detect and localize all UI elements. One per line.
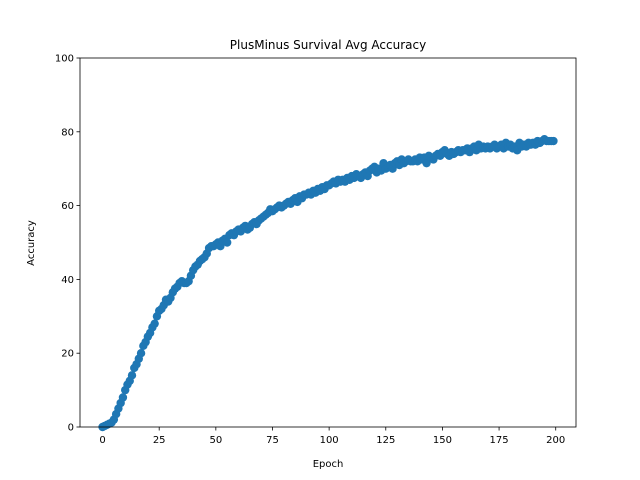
x-tick-label: 150 bbox=[433, 435, 452, 446]
y-tick-label: 80 bbox=[61, 127, 74, 138]
x-tick-label: 75 bbox=[266, 435, 279, 446]
x-tick-label: 0 bbox=[99, 435, 105, 446]
point bbox=[422, 158, 431, 168]
y-axis-label: Accuracy bbox=[26, 220, 37, 266]
x-tick-label: 100 bbox=[320, 435, 339, 446]
y-tick-label: 0 bbox=[68, 423, 74, 434]
point bbox=[127, 371, 137, 380]
x-axis-label: Epoch bbox=[313, 459, 344, 470]
point bbox=[118, 393, 128, 402]
point bbox=[136, 349, 146, 358]
point bbox=[150, 319, 159, 328]
y-tick-label: 100 bbox=[55, 54, 74, 65]
y-tick-label: 20 bbox=[61, 349, 74, 360]
point bbox=[222, 238, 232, 247]
chart-title: PlusMinus Survival Avg Accuracy bbox=[230, 38, 426, 52]
y-tick-label: 60 bbox=[61, 201, 74, 212]
y-tick-label: 40 bbox=[61, 275, 74, 286]
x-tick-label: 125 bbox=[376, 435, 395, 446]
point bbox=[549, 136, 558, 146]
x-tick-label: 25 bbox=[153, 435, 166, 446]
plot-frame bbox=[79, 57, 577, 428]
x-tick-label: 175 bbox=[490, 435, 509, 446]
x-tick-label: 200 bbox=[546, 435, 565, 446]
x-tick-label: 50 bbox=[209, 435, 222, 446]
